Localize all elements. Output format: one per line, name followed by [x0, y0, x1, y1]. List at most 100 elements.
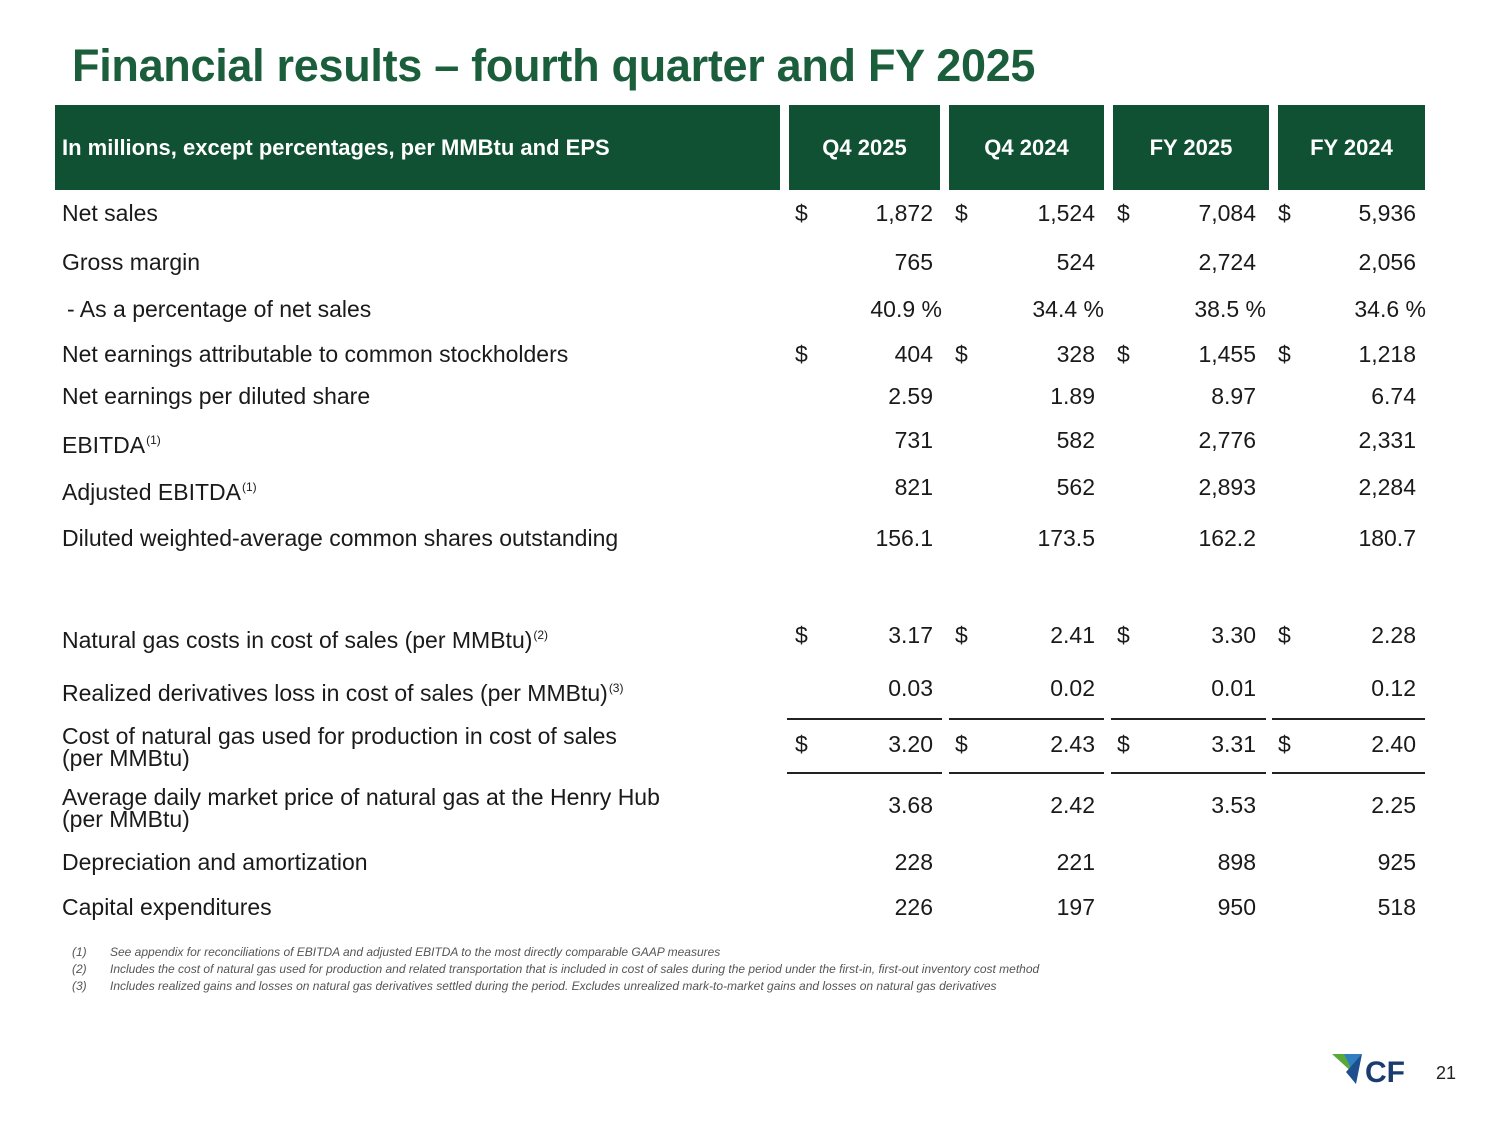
table-row: Net earnings attributable to common stoc…	[0, 342, 1500, 382]
underline-rule	[949, 718, 1104, 720]
cell-value: 38.5 %	[1194, 296, 1266, 322]
cell-value: 2,284	[1358, 474, 1416, 500]
currency-symbol: $	[1117, 200, 1130, 226]
cell-value: 2,331	[1358, 427, 1416, 453]
underline-rule	[787, 772, 942, 774]
cell-value: 1,218	[1358, 341, 1416, 367]
table-row: - As a percentage of net sales 40.9 % 34.4…	[0, 297, 1500, 337]
underline-rule	[1111, 772, 1266, 774]
header-divider	[1104, 105, 1113, 190]
footnote: (1) See appendix for reconciliations of E…	[72, 945, 721, 959]
footnote-ref: (1)	[146, 433, 161, 447]
row-label-line2: (per MMBtu)	[62, 806, 190, 832]
cell-value: 221	[1056, 849, 1095, 875]
footnote: (2) Includes the cost of natural gas used…	[72, 962, 1040, 976]
currency-symbol: $	[955, 200, 968, 226]
currency-symbol: $	[1278, 731, 1291, 757]
cell-value: 34.6 %	[1354, 296, 1426, 322]
cell-value: 180.7	[1358, 525, 1416, 551]
currency-symbol: $	[795, 341, 808, 367]
row-label: Net earnings per diluted share	[62, 383, 371, 409]
row-label: Depreciation and amortization	[62, 849, 368, 875]
header-fy-2025: FY 2025	[1149, 134, 1233, 160]
cell-value: 40.9 %	[870, 296, 942, 322]
cell-value: 1,524	[1037, 200, 1095, 226]
svg-text:CF: CF	[1365, 1056, 1405, 1088]
cell-value: 562	[1056, 474, 1095, 500]
cell-value: 2.59	[888, 383, 933, 409]
row-label: Cost of natural gas used for production …	[62, 723, 617, 749]
underline-rule	[1272, 772, 1425, 774]
row-label: Realized derivatives loss in cost of sal…	[62, 680, 624, 706]
cell-value: 582	[1056, 427, 1095, 453]
currency-symbol: $	[795, 731, 808, 757]
header-divider	[780, 105, 789, 190]
cell-value: 0.12	[1371, 675, 1416, 701]
footnote-ref: (1)	[241, 480, 257, 494]
table-row: Diluted weighted-average common shares o…	[0, 526, 1500, 566]
cell-value: 3.31	[1211, 731, 1256, 757]
cell-value: 2,724	[1198, 249, 1256, 275]
header-q4-2024: Q4 2024	[984, 134, 1069, 160]
table-row: Cost of natural gas used for production …	[0, 724, 1500, 772]
cell-value: 3.30	[1211, 622, 1256, 648]
underline-rule	[949, 772, 1104, 774]
row-label: Gross margin	[62, 249, 201, 275]
cell-value: 3.68	[888, 792, 933, 818]
cell-value: 0.01	[1211, 675, 1256, 701]
row-label: Capital expenditures	[62, 894, 272, 920]
table-row: Gross margin 765 524 2,724 2,056	[0, 250, 1500, 290]
cell-value: 2.43	[1050, 731, 1095, 757]
footnotes: (1) See appendix for reconciliations of E…	[72, 944, 1039, 995]
cell-value: 6.74	[1371, 383, 1416, 409]
cell-value: 821	[894, 474, 933, 500]
cell-value: 3.17	[888, 622, 933, 648]
cell-value: 2,776	[1198, 427, 1256, 453]
header-description: In millions, except percentages, per MMB…	[62, 134, 610, 160]
cell-value: 228	[894, 849, 933, 875]
footnote: (3) Includes realized gains and losses on…	[72, 979, 997, 993]
currency-symbol: $	[1117, 731, 1130, 757]
cell-value: 7,084	[1198, 200, 1256, 226]
cell-value: 518	[1377, 894, 1416, 920]
currency-symbol: $	[795, 200, 808, 226]
cell-value: 1,872	[875, 200, 933, 226]
row-label: Net sales	[62, 200, 158, 226]
table-row: Capital expenditures 226 197 950 518	[0, 895, 1500, 935]
cell-value: 524	[1056, 249, 1095, 275]
header-divider	[940, 105, 949, 190]
cf-logo: CF	[1332, 1054, 1405, 1088]
footnote-ref: (3)	[608, 681, 624, 695]
cell-value: 765	[894, 249, 933, 275]
underline-rule	[1272, 718, 1425, 720]
cell-value: 197	[1056, 894, 1095, 920]
row-label: - As a percentage of net sales	[67, 296, 372, 322]
currency-symbol: $	[1278, 622, 1291, 648]
table-row: Average daily market price of natural ga…	[0, 785, 1500, 833]
currency-symbol: $	[1278, 341, 1291, 367]
cell-value: 2,056	[1358, 249, 1416, 275]
cell-value: 328	[1056, 341, 1095, 367]
cell-value: 2.40	[1371, 731, 1416, 757]
cell-value: 2.42	[1050, 792, 1095, 818]
cell-value: 34.4 %	[1032, 296, 1104, 322]
cell-value: 3.53	[1211, 792, 1256, 818]
cell-value: 404	[894, 341, 933, 367]
header-divider	[1269, 105, 1278, 190]
currency-symbol: $	[1117, 341, 1130, 367]
cell-value: 156.1	[875, 525, 933, 551]
currency-symbol: $	[955, 622, 968, 648]
page-title: Financial results – fourth quarter and F…	[72, 40, 1036, 91]
cell-value: 3.20	[888, 731, 933, 757]
currency-symbol: $	[955, 731, 968, 757]
table-row: EBITDA(1) 731 582 2,776 2,331	[0, 428, 1500, 468]
table-row: Realized derivatives loss in cost of sal…	[0, 676, 1500, 716]
cell-value: 1,455	[1198, 341, 1256, 367]
currency-symbol: $	[1117, 622, 1130, 648]
cell-value: 925	[1377, 849, 1416, 875]
table-row: Adjusted EBITDA(1) 821 562 2,893 2,284	[0, 475, 1500, 515]
footnote-ref: (2)	[533, 628, 549, 642]
row-label: Net earnings attributable to common stoc…	[62, 341, 569, 367]
row-label: EBITDA(1)	[62, 432, 161, 458]
table-row: Natural gas costs in cost of sales (per …	[0, 623, 1500, 663]
